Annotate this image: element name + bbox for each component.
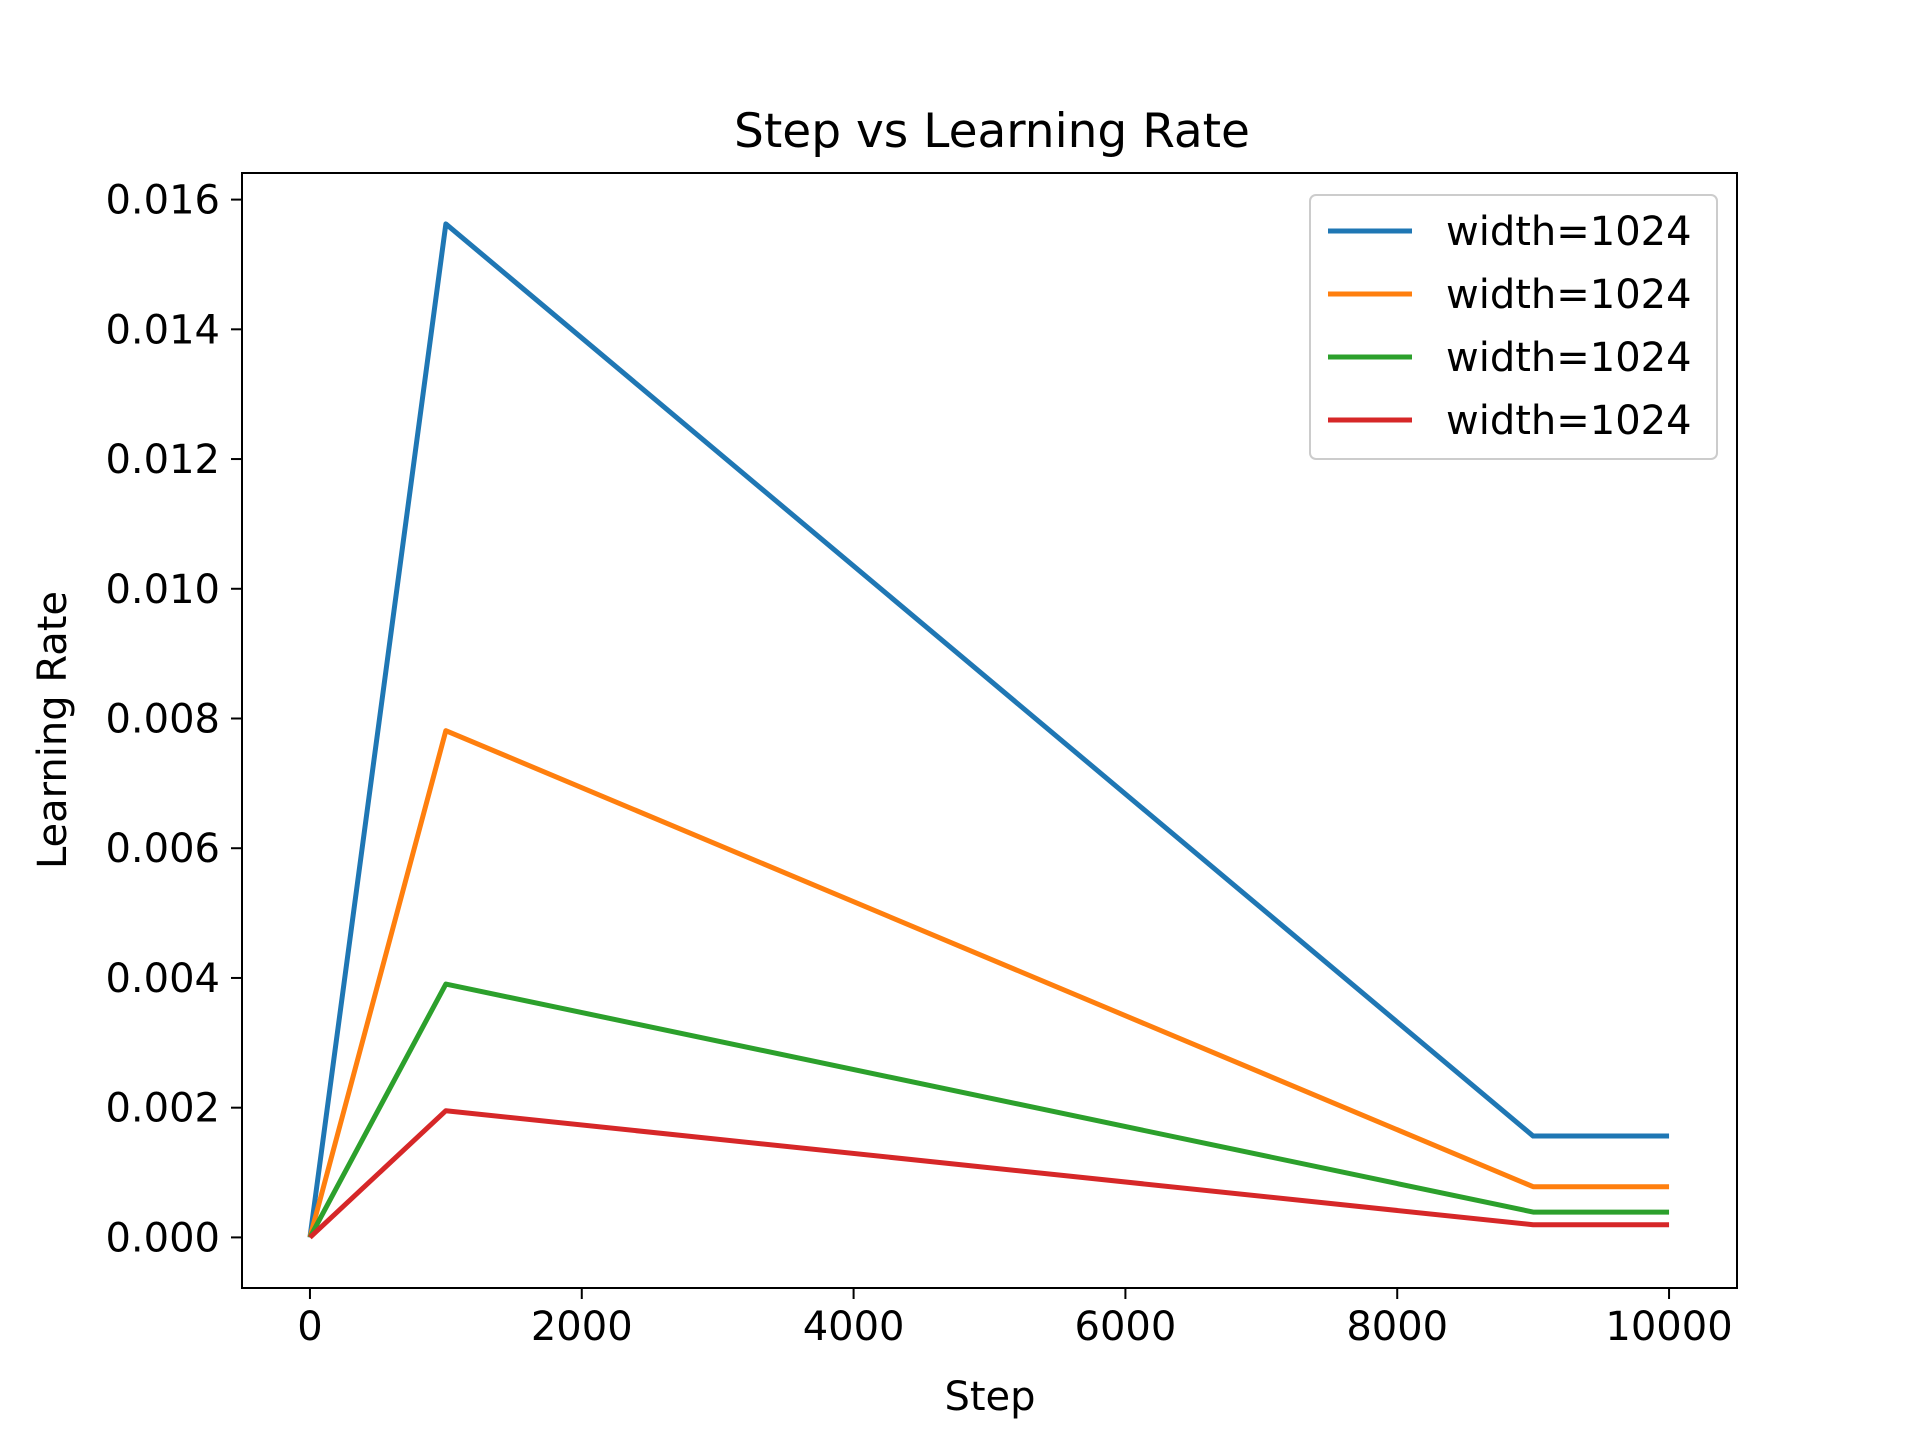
x-tick-label: 4000 [803, 1304, 905, 1350]
x-tick-label: 6000 [1075, 1304, 1177, 1350]
y-tick-label: 0.012 [105, 437, 220, 483]
y-tick-label: 0.002 [105, 1086, 220, 1132]
legend-label-1: width=1024 [1446, 209, 1692, 255]
x-tick-label: 8000 [1346, 1304, 1448, 1350]
legend-label-2: width=1024 [1446, 272, 1692, 318]
x-tick-label: 10000 [1605, 1304, 1732, 1350]
y-tick-label: 0.008 [105, 697, 220, 743]
series-line-1 [307, 221, 1670, 1238]
legend-box [1309, 194, 1718, 460]
y-tick-label: 0.000 [105, 1215, 220, 1261]
series-layer [307, 221, 1670, 1240]
x-axis-label: Step [944, 1374, 1035, 1420]
y-tick-label: 0.006 [105, 826, 220, 872]
series-line-2 [307, 728, 1670, 1239]
plot-frame [241, 172, 1738, 1289]
x-axis: 0 2000 4000 6000 8000 10000 [297, 1288, 1733, 1350]
x-tick-label: 0 [297, 1304, 322, 1350]
x-tick-label: 2000 [531, 1304, 633, 1350]
chart-title: Step vs Learning Rate [734, 104, 1250, 159]
series-line-3 [307, 981, 1670, 1239]
legend: width=1024 width=1024 width=1024 width=1024 [1309, 194, 1718, 460]
y-tick-label: 0.010 [105, 567, 220, 613]
series-line-4 [308, 1108, 1670, 1240]
legend-label-4: width=1024 [1446, 398, 1692, 444]
legend-label-3: width=1024 [1446, 335, 1692, 381]
y-tick-label: 0.014 [105, 307, 220, 353]
y-tick-label: 0.016 [105, 178, 220, 224]
y-tick-label: 0.004 [105, 956, 220, 1002]
y-axis: 0.000 0.002 0.004 0.006 0.008 0.010 0.012 0.014… [105, 178, 242, 1261]
y-axis-label: Learning Rate [30, 591, 76, 869]
